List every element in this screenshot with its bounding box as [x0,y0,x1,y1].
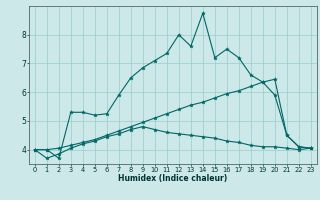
X-axis label: Humidex (Indice chaleur): Humidex (Indice chaleur) [118,174,228,183]
